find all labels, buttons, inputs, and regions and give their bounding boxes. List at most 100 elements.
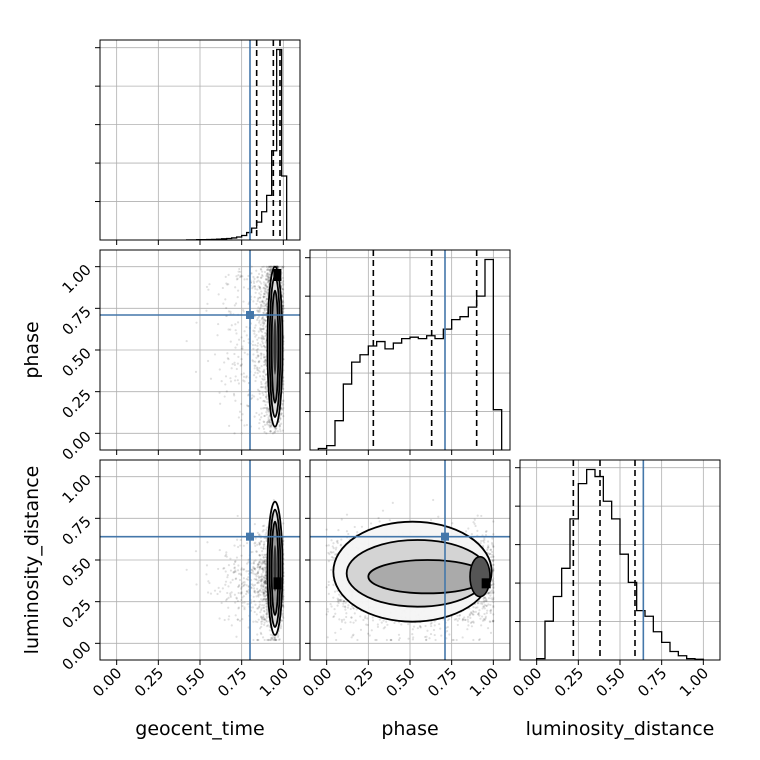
sample-point bbox=[250, 586, 253, 590]
sample-point bbox=[266, 290, 269, 293]
sample-point bbox=[280, 619, 283, 622]
sample-point bbox=[232, 571, 235, 574]
sample-point bbox=[265, 608, 268, 611]
sample-point bbox=[231, 362, 234, 366]
sample-point bbox=[260, 282, 263, 285]
sample-point bbox=[252, 562, 255, 565]
sample-point bbox=[266, 272, 269, 275]
sample-point bbox=[269, 270, 272, 273]
sample-point bbox=[264, 359, 267, 362]
sample-point bbox=[252, 360, 255, 363]
sample-point bbox=[265, 312, 268, 315]
truth-marker bbox=[246, 311, 254, 319]
sample-point bbox=[252, 374, 256, 377]
sample-point bbox=[266, 610, 269, 613]
sample-point bbox=[195, 321, 198, 324]
sample-point bbox=[229, 592, 232, 595]
sample-point bbox=[280, 287, 284, 290]
sample-point bbox=[208, 283, 211, 286]
sample-point bbox=[253, 364, 256, 367]
sample-point bbox=[254, 287, 257, 290]
sample-point bbox=[262, 302, 265, 305]
sample-point bbox=[262, 606, 265, 609]
sample-point bbox=[264, 304, 268, 307]
sample-point bbox=[265, 619, 268, 623]
sample-point bbox=[256, 366, 259, 369]
sample-point bbox=[261, 300, 264, 303]
sample-point bbox=[263, 302, 266, 305]
sample-point bbox=[266, 266, 269, 269]
sample-point bbox=[264, 579, 267, 582]
sample-point bbox=[213, 589, 217, 592]
sample-point bbox=[257, 576, 261, 579]
sample-point bbox=[256, 368, 259, 372]
sample-point bbox=[264, 291, 267, 294]
sample-point bbox=[229, 380, 233, 383]
sample-point bbox=[225, 306, 228, 310]
sample-point bbox=[256, 398, 259, 401]
sample-point bbox=[245, 577, 248, 581]
sample-point bbox=[261, 636, 265, 639]
sample-point bbox=[260, 590, 263, 594]
sample-point bbox=[261, 591, 265, 594]
sample-point bbox=[267, 276, 270, 280]
sample-point bbox=[264, 573, 268, 576]
sample-point bbox=[253, 583, 257, 586]
sample-point bbox=[262, 597, 265, 600]
sample-point bbox=[247, 578, 250, 581]
sample-point bbox=[243, 380, 246, 383]
sample-point bbox=[257, 272, 261, 276]
sample-point bbox=[263, 581, 266, 584]
sample-point bbox=[264, 345, 267, 349]
sample-point bbox=[269, 430, 272, 433]
sample-point bbox=[259, 589, 262, 592]
sample-point bbox=[205, 564, 209, 567]
sample-point bbox=[227, 563, 231, 567]
sample-point bbox=[247, 558, 250, 561]
sample-point bbox=[256, 299, 259, 303]
sample-point bbox=[266, 407, 269, 410]
sample-point bbox=[265, 625, 269, 628]
sample-point bbox=[258, 543, 261, 546]
sample-point bbox=[268, 421, 271, 424]
sample-point bbox=[256, 638, 259, 642]
sample-point bbox=[233, 379, 237, 382]
sample-point bbox=[252, 285, 255, 288]
sample-point bbox=[237, 564, 240, 567]
sample-point bbox=[251, 287, 254, 290]
sample-point bbox=[241, 345, 244, 348]
sample-point bbox=[263, 543, 266, 546]
sample-point bbox=[257, 279, 260, 282]
sample-point bbox=[254, 291, 257, 294]
sample-point bbox=[282, 400, 285, 403]
sample-point bbox=[237, 382, 241, 385]
sample-point bbox=[253, 567, 256, 570]
sample-point bbox=[252, 275, 255, 279]
sample-point bbox=[264, 284, 267, 287]
sample-point bbox=[261, 315, 265, 319]
sample-point bbox=[258, 542, 261, 545]
sample-point bbox=[264, 618, 267, 621]
sample-point bbox=[262, 356, 266, 359]
sample-point bbox=[281, 281, 284, 284]
sample-point bbox=[274, 428, 277, 431]
sample-point bbox=[225, 599, 228, 602]
sample-point bbox=[264, 284, 267, 287]
sample-point bbox=[254, 335, 257, 338]
sample-point bbox=[264, 335, 267, 338]
sample-point bbox=[258, 319, 261, 322]
sample-point bbox=[260, 327, 263, 331]
sample-point bbox=[257, 533, 261, 537]
sample-point bbox=[205, 285, 209, 289]
sample-point bbox=[251, 583, 254, 586]
sample-point bbox=[265, 268, 269, 272]
sample-point bbox=[282, 415, 285, 418]
sample-point bbox=[282, 310, 285, 313]
sample-point bbox=[259, 558, 262, 561]
sample-point bbox=[234, 346, 237, 349]
sample-point bbox=[234, 569, 237, 572]
sample-point bbox=[265, 598, 268, 601]
sample-point bbox=[240, 336, 243, 339]
sample-point bbox=[264, 382, 268, 385]
sample-point bbox=[234, 577, 237, 581]
